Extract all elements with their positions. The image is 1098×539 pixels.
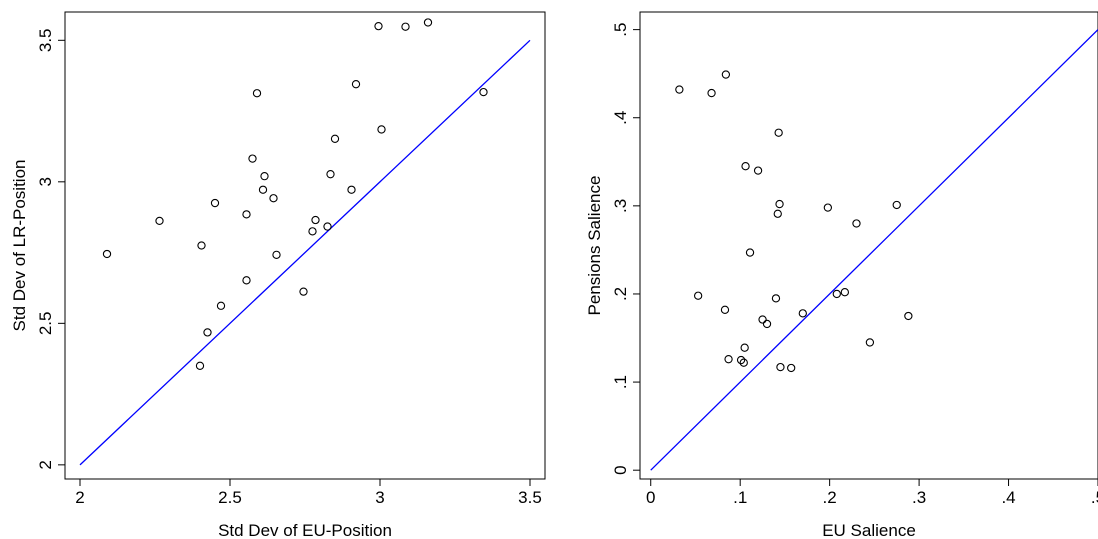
right-data-point	[740, 343, 749, 352]
right-data-point	[774, 128, 783, 137]
right-data-point	[675, 85, 684, 94]
left-data-point	[401, 22, 410, 31]
right-data-point	[840, 288, 849, 297]
left-data-point	[155, 216, 164, 226]
right-y-tick-label: .3	[611, 199, 630, 213]
right-x-tick-label: .2	[823, 488, 837, 507]
left-data-point	[216, 301, 226, 310]
left-data-point	[242, 210, 251, 219]
right-data-point	[741, 162, 750, 171]
right-data-point	[832, 289, 841, 299]
left-y-tick-label: 2.5	[36, 312, 55, 336]
right-y-tick-label: .1	[611, 375, 630, 389]
right-data-point	[798, 309, 807, 318]
left-data-point	[203, 328, 212, 337]
left-data-point	[377, 125, 386, 134]
right-plot-frame	[639, 11, 1098, 480]
left-data-point	[326, 170, 335, 179]
right-reference-line	[650, 29, 1098, 471]
right-y-tick-label: .2	[611, 287, 630, 301]
left-x-tick-label: 3	[375, 488, 384, 507]
right-data-point	[892, 200, 901, 210]
left-data-point	[323, 222, 332, 231]
right-x-axis-title: EU Salience	[822, 521, 916, 539]
right-data-point	[775, 199, 784, 209]
left-plot-frame	[64, 11, 546, 480]
left-data-point	[423, 18, 433, 27]
right-data-point	[707, 88, 716, 98]
left-data-point	[252, 89, 262, 98]
left-data-point	[242, 276, 251, 285]
left-data-point	[248, 154, 257, 163]
right-data-point	[693, 291, 703, 300]
left-x-axis-title: Std Dev of EU-Position	[218, 521, 392, 539]
left-data-point	[260, 172, 269, 181]
left-data-point	[479, 87, 488, 97]
left-data-point	[272, 250, 281, 259]
left-data-point	[374, 22, 383, 31]
right-y-tick-label: .5	[611, 23, 630, 37]
right-data-point	[787, 363, 796, 373]
left-data-point	[311, 215, 320, 225]
right-x-tick-label: 0	[646, 488, 655, 507]
left-data-point	[269, 194, 278, 203]
left-x-tick-label: 2.5	[218, 488, 242, 507]
left-y-tick-label: 3	[36, 177, 55, 186]
right-data-point	[865, 338, 875, 347]
left-data-point	[210, 198, 220, 208]
left-y-tick-label: 2	[36, 460, 55, 469]
right-data-point	[773, 209, 782, 218]
right-data-point	[776, 362, 785, 372]
left-data-point	[102, 249, 112, 259]
right-data-point	[758, 315, 767, 324]
right-data-point	[823, 203, 833, 212]
right-data-point	[721, 70, 731, 79]
right-y-tick-label: .4	[611, 111, 630, 125]
right-data-point	[753, 166, 763, 175]
right-data-point	[720, 305, 730, 314]
right-y-tick-label: 0	[611, 465, 630, 474]
right-data-point	[724, 355, 733, 364]
right-x-tick-label: .3	[912, 488, 926, 507]
left-x-tick-label: 3.5	[518, 488, 542, 507]
left-data-point	[347, 185, 356, 194]
left-y-tick-label: 3.5	[36, 28, 55, 52]
right-data-point	[739, 358, 748, 367]
right-y-axis-title: Pensions Salience	[585, 176, 604, 316]
left-data-point	[330, 134, 340, 143]
right-data-point	[771, 294, 781, 303]
left-y-axis-title: Std Dev of LR-Position	[10, 160, 29, 332]
left-data-point	[197, 241, 206, 250]
left-data-point	[351, 80, 361, 89]
left-data-point	[195, 361, 205, 370]
left-data-point	[299, 287, 308, 296]
right-data-point	[736, 355, 746, 365]
left-data-point	[308, 227, 317, 236]
right-data-point	[762, 319, 772, 329]
right-data-point	[745, 248, 755, 257]
right-x-tick-label: .4	[1001, 488, 1015, 507]
left-data-point	[258, 185, 268, 194]
left-x-tick-label: 2	[75, 488, 84, 507]
right-data-point	[852, 219, 861, 228]
right-x-tick-label: .5	[1091, 488, 1098, 507]
left-reference-line	[79, 39, 531, 466]
right-x-tick-label: .1	[733, 488, 747, 507]
right-data-point	[904, 311, 913, 321]
